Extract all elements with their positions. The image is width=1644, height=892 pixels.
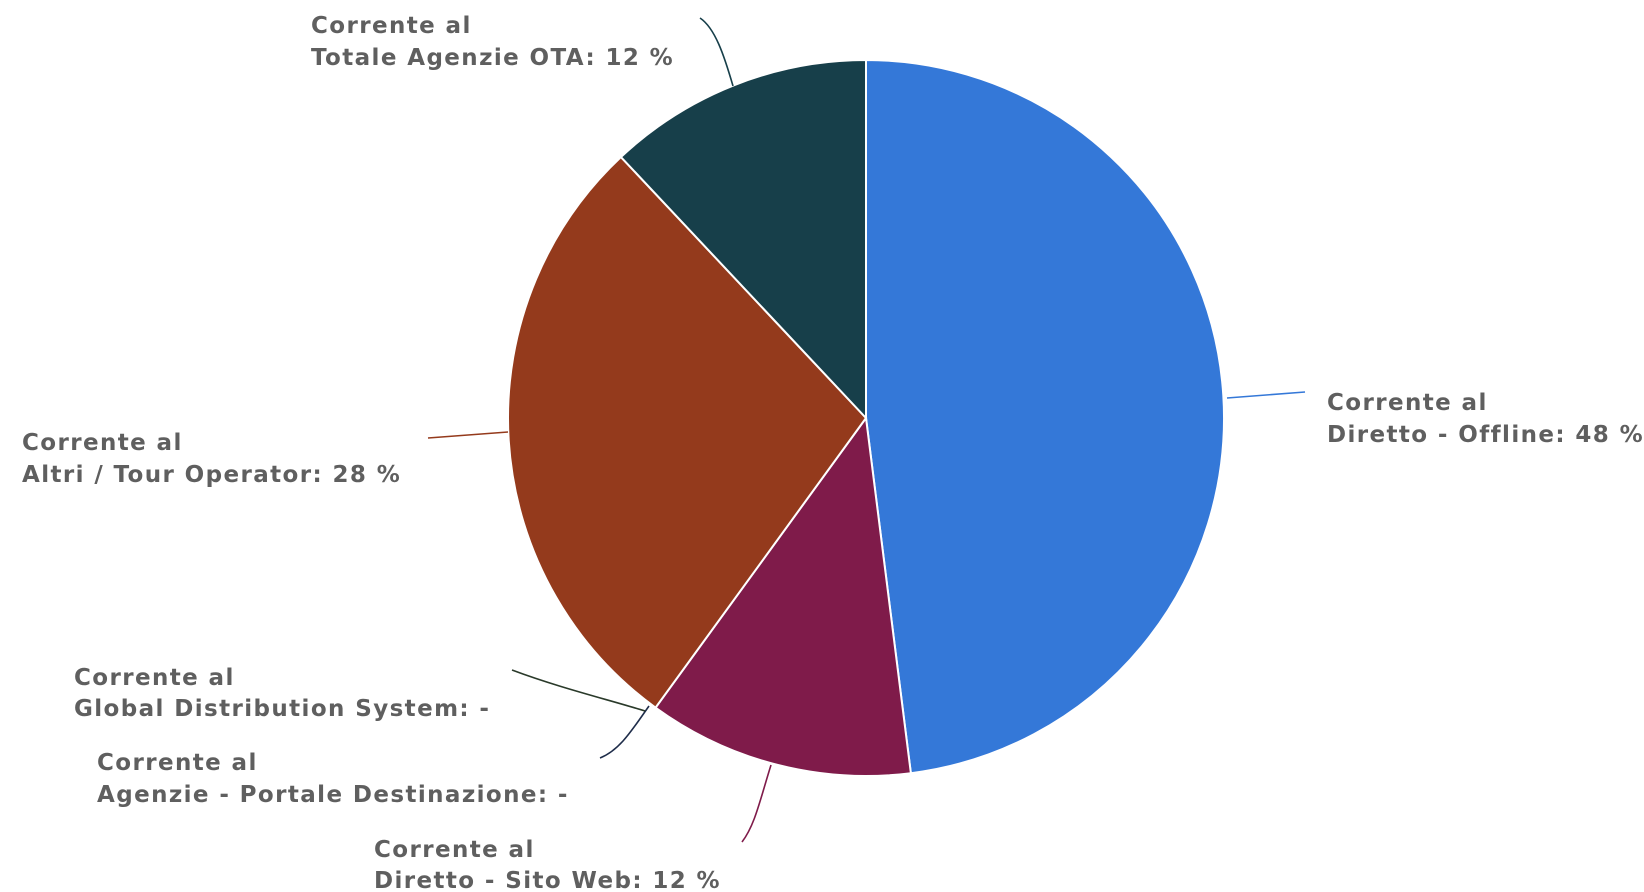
label-diretto-offline: Corrente al Diretto - Offline: 48 % (1327, 390, 1644, 448)
label-altri-tour-operator-line1: Corrente al (22, 430, 183, 456)
label-gds: Corrente al Global Distribution System: … (74, 665, 490, 722)
pie-slice-totale-agenzie-ota[interactable] (619, 58, 867, 421)
connector-diretto-offline (1226, 391, 1306, 399)
label-diretto-sito-web-line2: Diretto - Sito Web: 12 % (374, 868, 721, 892)
connectors-layer (427, 17, 1306, 843)
label-totale-agenzie-ota: Corrente al Totale Agenzie OTA: 12 % (311, 13, 674, 71)
connector-diretto-sito-web (741, 764, 772, 843)
label-diretto-sito-web: Corrente al Diretto - Sito Web: 12 % (374, 837, 721, 892)
label-altri-tour-operator: Corrente al Altri / Tour Operator: 28 % (22, 430, 401, 488)
label-totale-agenzie-ota-line2: Totale Agenzie OTA: 12 % (311, 45, 674, 71)
connector-altri-tour-operator (427, 431, 509, 439)
label-diretto-offline-line1: Corrente al (1327, 390, 1488, 416)
label-diretto-offline-line2: Diretto - Offline: 48 % (1327, 422, 1644, 448)
label-gds-line2: Global Distribution System: - (74, 696, 490, 722)
label-totale-agenzie-ota-line1: Corrente al (311, 13, 472, 39)
label-agenzie-portale: Corrente al Agenzie - Portale Destinazio… (97, 750, 569, 808)
label-agenzie-portale-line1: Corrente al (97, 750, 258, 776)
slices-layer (507, 58, 1226, 778)
pie-slice-diretto-offline[interactable] (865, 58, 1226, 775)
label-gds-line1: Corrente al (74, 665, 235, 691)
labels-layer: Corrente al Diretto - Offline: 48 % Corr… (22, 13, 1644, 892)
label-agenzie-portale-line2: Agenzie - Portale Destinazione: - (97, 782, 569, 808)
connector-gds (511, 669, 646, 712)
label-altri-tour-operator-line2: Altri / Tour Operator: 28 % (22, 462, 401, 488)
pie-slice-altri-tour-operator[interactable] (507, 155, 868, 710)
label-diretto-sito-web-line1: Corrente al (374, 837, 535, 863)
pie-slice-diretto-sito-web[interactable] (654, 415, 912, 778)
connector-totale-agenzie-ota (699, 17, 734, 87)
connector-agenzie-portale (599, 705, 650, 759)
